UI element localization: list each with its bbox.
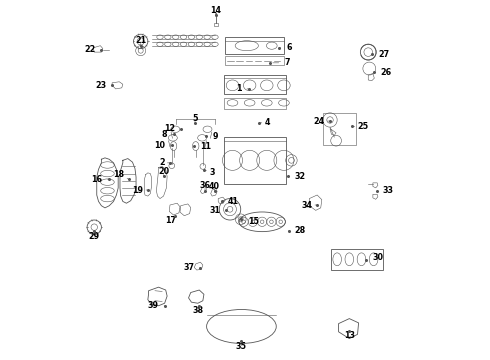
Text: 34: 34	[301, 201, 317, 210]
Text: 25: 25	[352, 122, 368, 131]
Bar	[223, 98, 286, 109]
Text: 4: 4	[259, 118, 270, 127]
Text: 13: 13	[344, 331, 355, 340]
Text: 17: 17	[166, 216, 176, 225]
Text: 12: 12	[164, 125, 181, 134]
Text: 33: 33	[377, 186, 394, 195]
Text: 18: 18	[113, 170, 129, 179]
Bar	[223, 137, 286, 184]
Text: 31: 31	[210, 206, 226, 215]
Text: 28: 28	[289, 226, 306, 235]
Text: 35: 35	[236, 342, 247, 351]
Text: 9: 9	[206, 131, 218, 140]
Text: 38: 38	[193, 306, 204, 315]
Text: 29: 29	[89, 231, 100, 240]
Bar	[223, 75, 286, 94]
Text: 23: 23	[95, 81, 112, 90]
Text: 3: 3	[204, 168, 215, 177]
Bar	[323, 113, 356, 145]
Text: 32: 32	[288, 172, 305, 181]
Text: 36: 36	[199, 181, 211, 191]
Text: 15: 15	[242, 217, 259, 226]
Text: 24: 24	[314, 117, 330, 126]
Text: 30: 30	[367, 253, 383, 262]
Text: 37: 37	[183, 263, 200, 272]
Text: 26: 26	[374, 68, 391, 77]
Text: 41: 41	[222, 197, 239, 206]
Bar	[225, 37, 284, 54]
Text: 8: 8	[162, 130, 174, 139]
Text: 40: 40	[209, 182, 220, 192]
Text: 39: 39	[147, 301, 165, 310]
Text: 11: 11	[194, 141, 211, 150]
Text: 5: 5	[192, 114, 198, 123]
Text: 21: 21	[135, 36, 146, 46]
Text: 19: 19	[132, 185, 148, 194]
Bar	[214, 23, 218, 26]
Text: 1: 1	[236, 84, 248, 93]
Text: 20: 20	[158, 167, 169, 176]
Bar	[225, 56, 284, 64]
Text: 10: 10	[154, 141, 172, 150]
Bar	[331, 249, 383, 270]
Text: 22: 22	[84, 45, 101, 54]
Text: 16: 16	[91, 175, 109, 184]
Text: 2: 2	[159, 158, 170, 167]
Text: 6: 6	[279, 43, 292, 52]
Text: 14: 14	[210, 6, 221, 15]
Text: 7: 7	[273, 58, 290, 67]
Text: 27: 27	[372, 50, 389, 59]
